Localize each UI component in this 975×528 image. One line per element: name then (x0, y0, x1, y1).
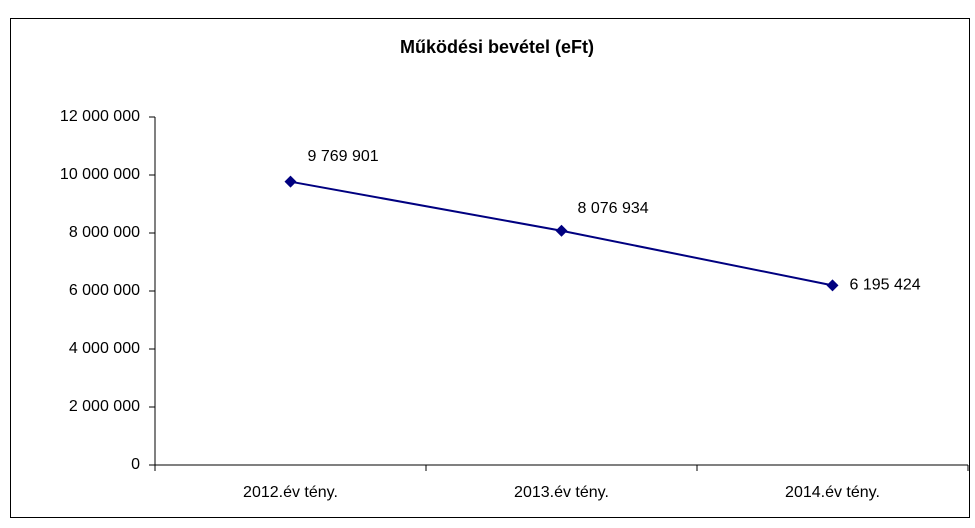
x-tick-label: 2013.év tény. (514, 484, 609, 501)
chart-border (10, 18, 970, 518)
data-label: 6 195 424 (850, 277, 921, 294)
y-tick-label: 0 (131, 456, 140, 473)
y-tick-label: 2 000 000 (69, 398, 140, 415)
y-tick-label: 8 000 000 (69, 224, 140, 241)
y-tick-label: 10 000 000 (60, 166, 140, 183)
marker (555, 224, 568, 237)
marker (826, 279, 839, 292)
y-tick-label: 4 000 000 (69, 340, 140, 357)
chart-title: Működési bevétel (eFt) (400, 37, 594, 57)
marker (284, 175, 297, 188)
data-label: 8 076 934 (578, 200, 649, 217)
y-tick-label: 6 000 000 (69, 282, 140, 299)
y-tick-label: 12 000 000 (60, 108, 140, 125)
x-tick-label: 2014.év tény. (785, 484, 880, 501)
data-label: 9 769 901 (308, 148, 379, 165)
x-tick-label: 2012.év tény. (243, 484, 338, 501)
